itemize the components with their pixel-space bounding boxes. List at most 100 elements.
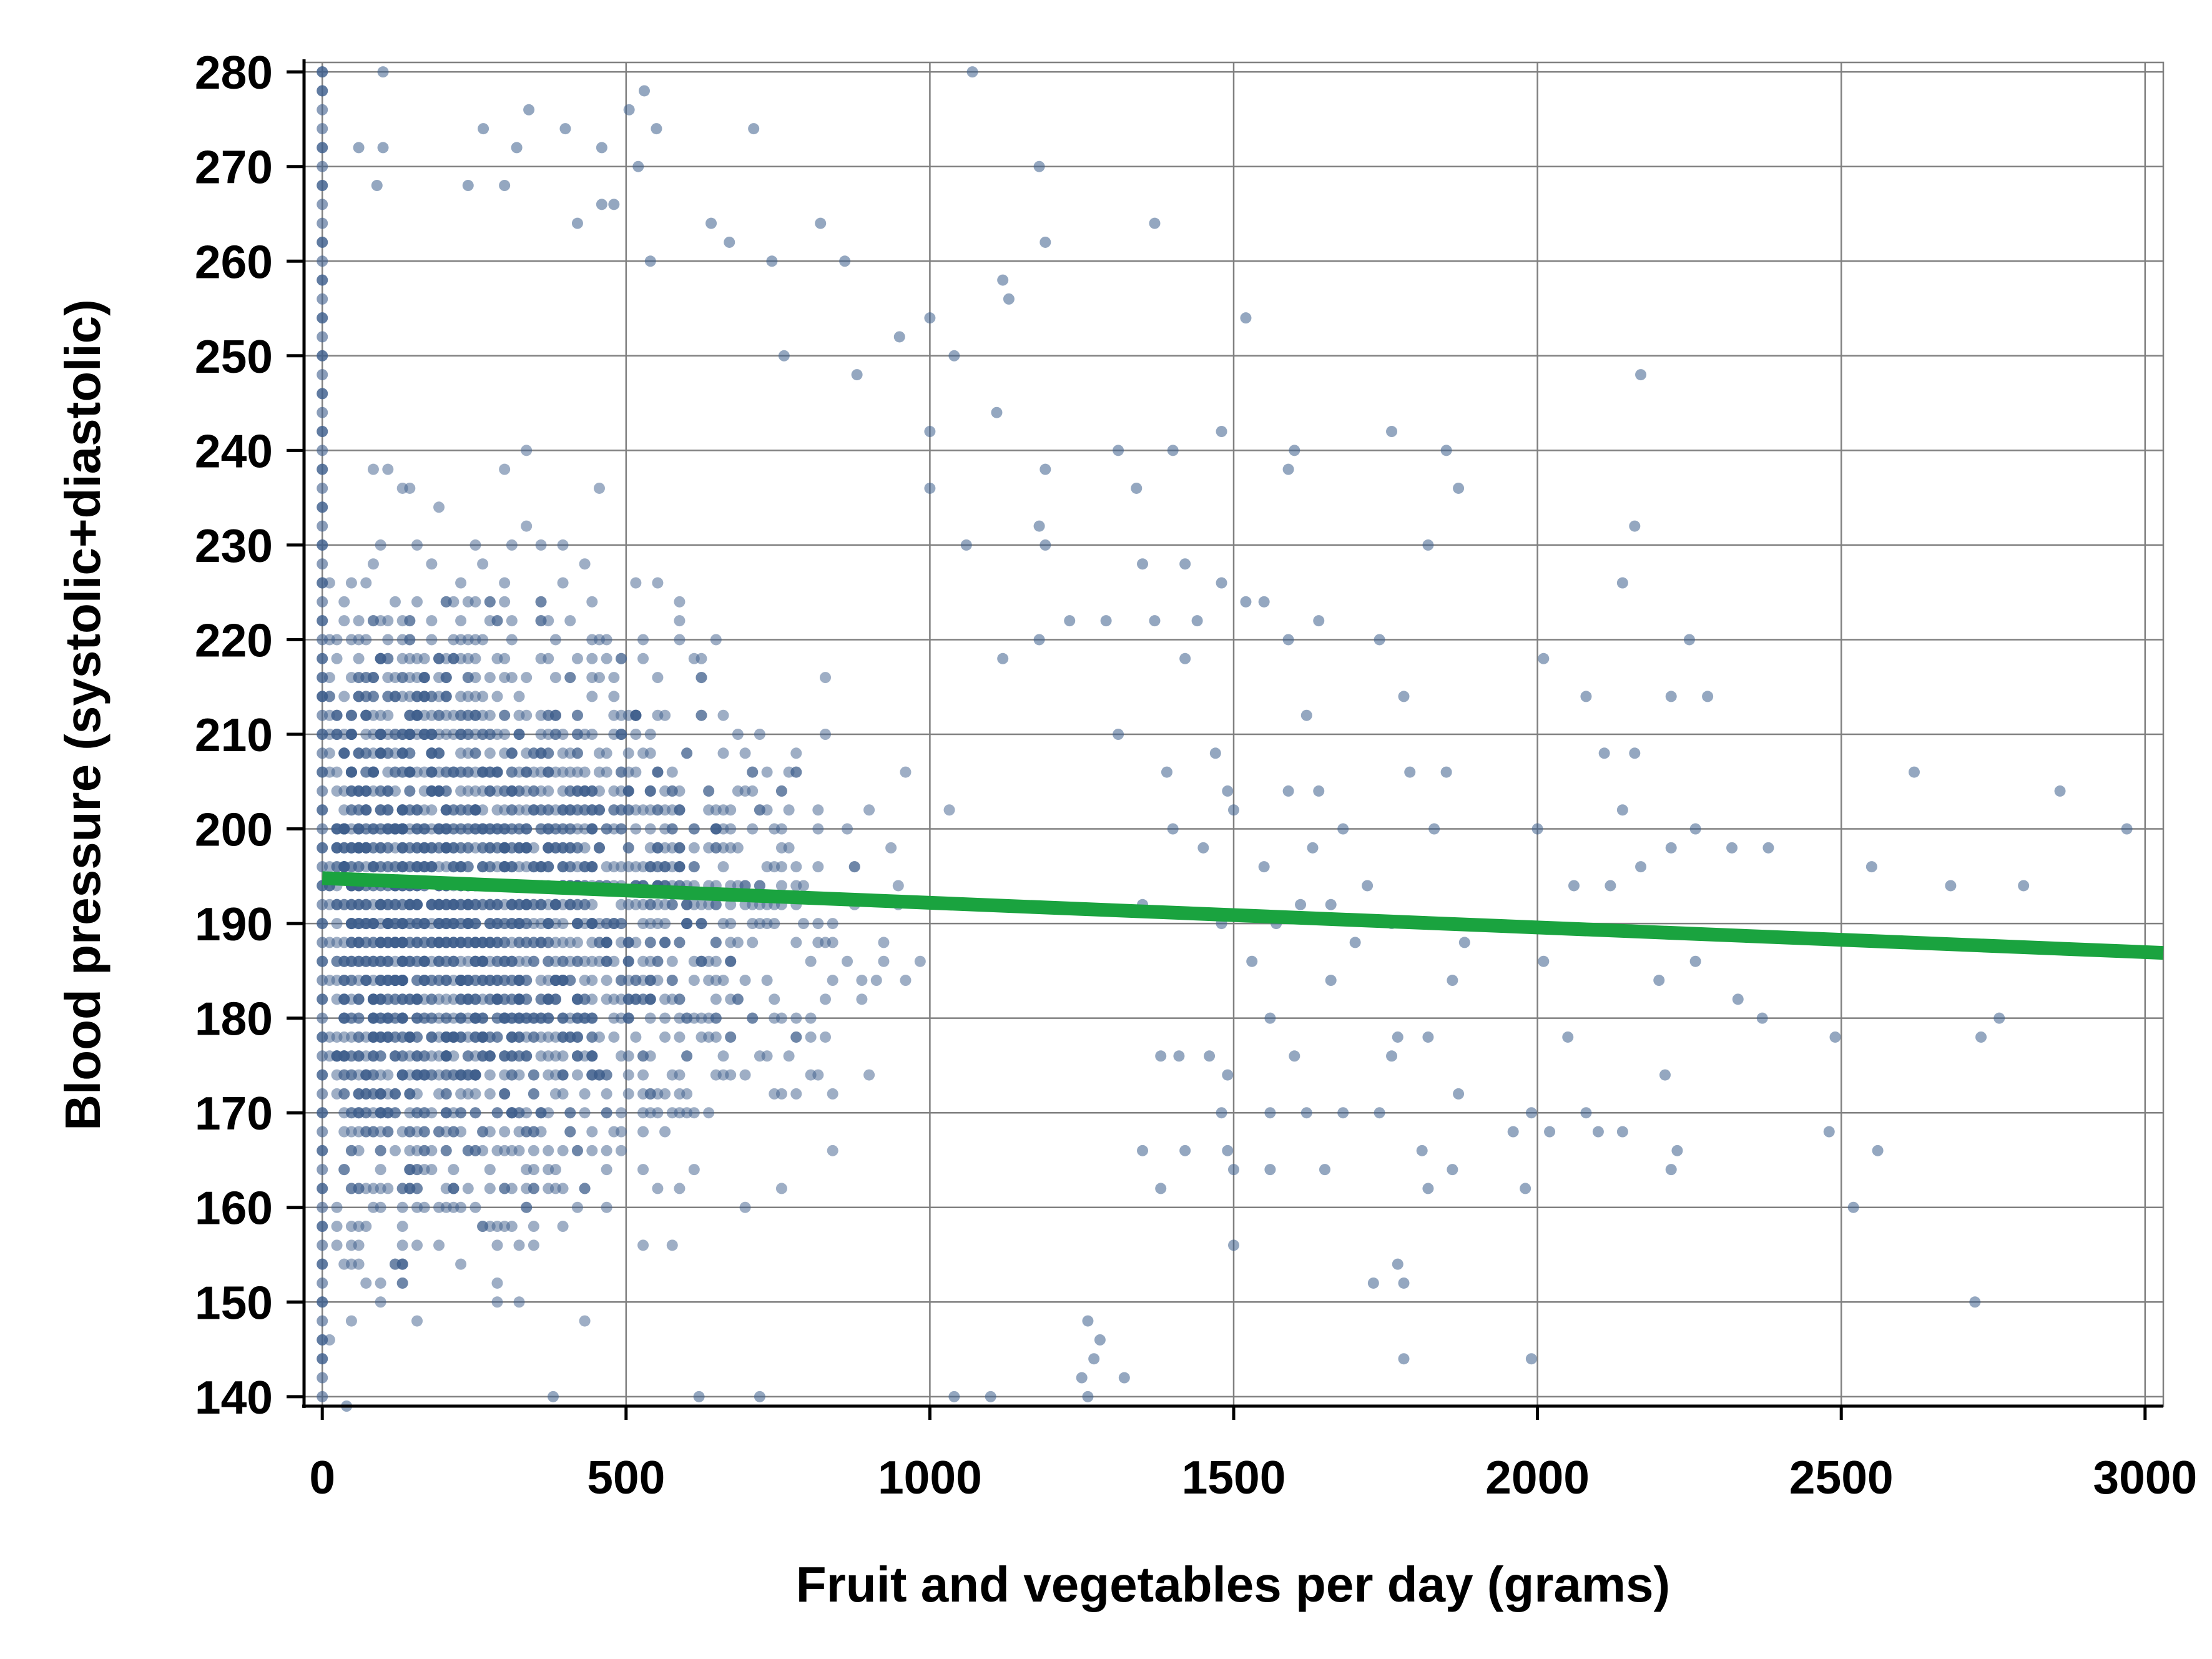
scatter-point [528, 1069, 539, 1081]
scatter-point [557, 729, 569, 740]
scatter-point [564, 937, 576, 948]
scatter-point [353, 993, 365, 1005]
scatter-point [775, 1183, 787, 1194]
scatter-point [644, 898, 656, 910]
scatter-point [851, 369, 863, 381]
scatter-point [484, 596, 496, 608]
scatter-point [317, 975, 328, 987]
scatter-point [448, 861, 460, 873]
scatter-point [1118, 1372, 1130, 1384]
scatter-point [317, 729, 328, 740]
scatter-point [1349, 937, 1361, 948]
scatter-point [1246, 955, 1258, 967]
scatter-point [924, 312, 936, 324]
scatter-point [622, 1088, 634, 1100]
scatter-point [1440, 445, 1452, 456]
scatter-point [360, 898, 372, 910]
scatter-point [761, 861, 773, 873]
scatter-point [469, 1107, 481, 1119]
scatter-point [528, 1221, 539, 1233]
scatter-point [622, 766, 634, 778]
scatter-point [557, 539, 569, 551]
scatter-point [579, 898, 591, 910]
scatter-point [404, 766, 416, 778]
scatter-point [725, 1069, 737, 1081]
scatter-point [338, 596, 350, 608]
scatter-point [317, 1031, 328, 1043]
scatter-point [317, 652, 328, 664]
scatter-point [317, 766, 328, 778]
scatter-point [1726, 842, 1738, 854]
scatter-point [375, 898, 386, 910]
scatter-point [506, 615, 518, 627]
scatter-point [367, 993, 379, 1005]
scatter-point [411, 1012, 423, 1024]
y-tick-label: 280 [195, 46, 273, 99]
scatter-point [586, 634, 598, 646]
scatter-point [564, 672, 576, 684]
scatter-point [652, 1088, 664, 1100]
scatter-point [477, 842, 489, 854]
scatter-point [338, 1164, 350, 1176]
scatter-point [596, 199, 607, 210]
x-tick-label: 1000 [878, 1451, 982, 1504]
scatter-point [848, 861, 860, 873]
scatter-point [491, 691, 503, 702]
scatter-point [478, 123, 489, 135]
scatter-point [1398, 1353, 1410, 1365]
scatter-point [367, 1031, 379, 1043]
scatter-point [630, 577, 642, 589]
scatter-point [1282, 634, 1294, 646]
scatter-point [805, 1012, 817, 1024]
scatter-point [375, 804, 386, 816]
scatter-point [705, 217, 717, 229]
scatter-point [571, 785, 583, 797]
scatter-point [484, 918, 496, 930]
scatter-point [426, 558, 438, 570]
scatter-point [375, 1296, 386, 1308]
scatter-point [382, 1126, 394, 1138]
scatter-point [608, 691, 620, 702]
scatter-point [1040, 236, 1051, 248]
x-axis-title: Fruit and vegetables per day (grams) [796, 1557, 1670, 1612]
scatter-point [710, 804, 722, 816]
scatter-point [652, 766, 664, 778]
scatter-point [521, 1012, 533, 1024]
scatter-point [622, 955, 634, 967]
scatter-point [382, 861, 394, 873]
scatter-point [637, 1107, 649, 1119]
scatter-point [688, 652, 700, 664]
scatter-point [411, 918, 423, 930]
scatter-point [703, 1031, 715, 1043]
scatter-point [1088, 1353, 1100, 1365]
scatter-point [1665, 1164, 1677, 1176]
scatter-point [601, 937, 612, 948]
scatter-point [396, 1201, 408, 1213]
scatter-point [608, 785, 620, 797]
scatter-point [513, 766, 525, 778]
scatter-point [1659, 1069, 1671, 1081]
scatter-point [593, 482, 605, 494]
scatter-point [820, 672, 832, 684]
scatter-point [659, 1012, 671, 1024]
scatter-point [820, 1031, 832, 1043]
scatter-point [317, 463, 328, 475]
scatter-point [549, 672, 561, 684]
scatter-point [426, 747, 438, 759]
scatter-point [317, 369, 328, 381]
scatter-point [382, 1088, 394, 1100]
scatter-point [331, 1201, 343, 1213]
scatter-point [549, 634, 561, 646]
scatter-point [455, 1031, 467, 1043]
scatter-point [317, 1012, 328, 1024]
scatter-point [360, 634, 372, 646]
scatter-point [616, 729, 627, 740]
scatter-point [499, 463, 511, 475]
scatter-point [805, 1031, 817, 1043]
scatter-point [579, 861, 591, 873]
scatter-point [375, 539, 386, 551]
scatter-point [455, 1012, 467, 1024]
scatter-point [396, 823, 408, 835]
scatter-point [622, 747, 634, 759]
scatter-point [418, 709, 430, 721]
